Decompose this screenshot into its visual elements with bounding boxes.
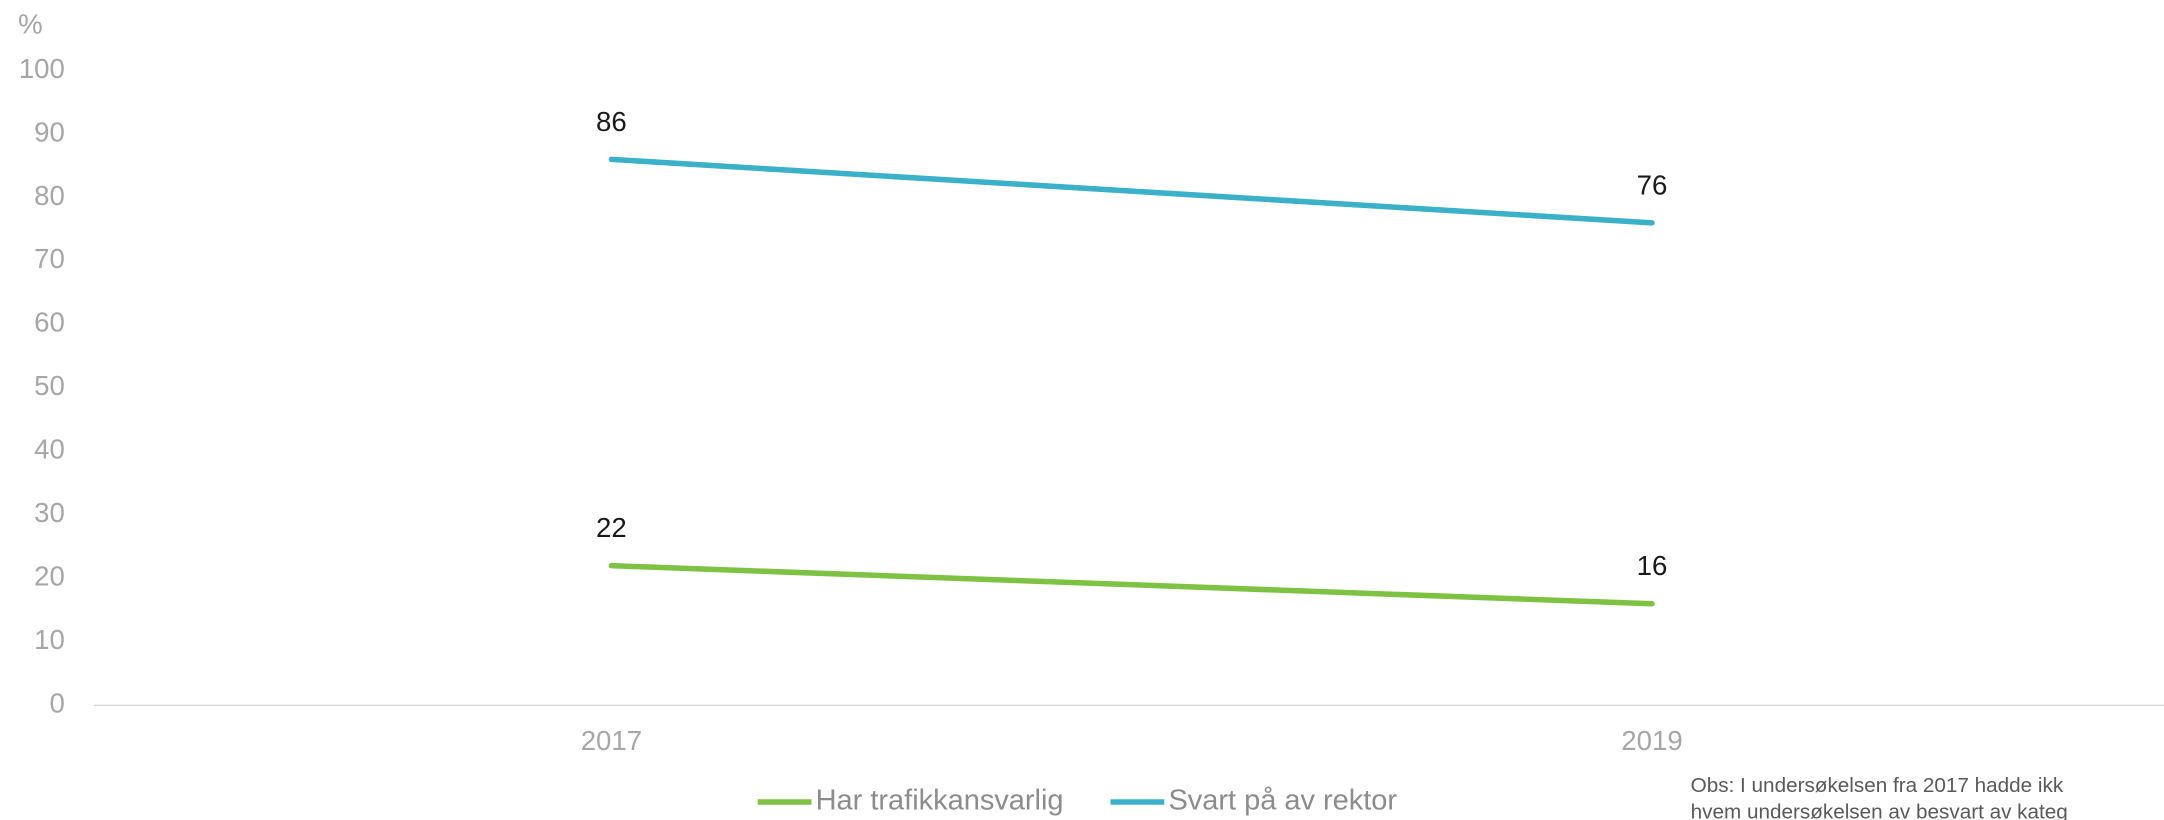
data-label: 86 xyxy=(596,106,627,137)
y-tick-label: 100 xyxy=(19,53,65,84)
y-tick-label: 90 xyxy=(34,116,65,147)
x-tick-label: 2019 xyxy=(1621,725,1682,756)
y-tick-label: 50 xyxy=(34,370,65,401)
y-tick-label: 40 xyxy=(34,434,65,465)
x-tick-label: 2017 xyxy=(581,725,642,756)
data-label: 16 xyxy=(1637,550,1668,581)
y-tick-label: 80 xyxy=(34,180,65,211)
data-label: 76 xyxy=(1637,169,1668,200)
y-tick-label: 30 xyxy=(34,497,65,528)
series-line xyxy=(608,562,1655,607)
y-tick-label: 70 xyxy=(34,243,65,274)
y-tick-label: 0 xyxy=(50,688,65,719)
note: hvem undersøkelsen av besvart av kateg xyxy=(1691,800,2068,820)
data-label: 22 xyxy=(596,512,627,543)
y-tick-label: 60 xyxy=(34,307,65,338)
y-tick-label: 20 xyxy=(34,561,65,592)
y-unit: % xyxy=(18,9,43,40)
legend-label: Svart på av rektor xyxy=(1168,785,1397,817)
y-tick-label: 10 xyxy=(34,624,65,655)
legend-label: Har trafikkansvarlig xyxy=(816,785,1064,817)
series-line xyxy=(608,156,1655,226)
note: Obs: I undersøkelsen fra 2017 hadde ikk xyxy=(1691,774,2064,797)
